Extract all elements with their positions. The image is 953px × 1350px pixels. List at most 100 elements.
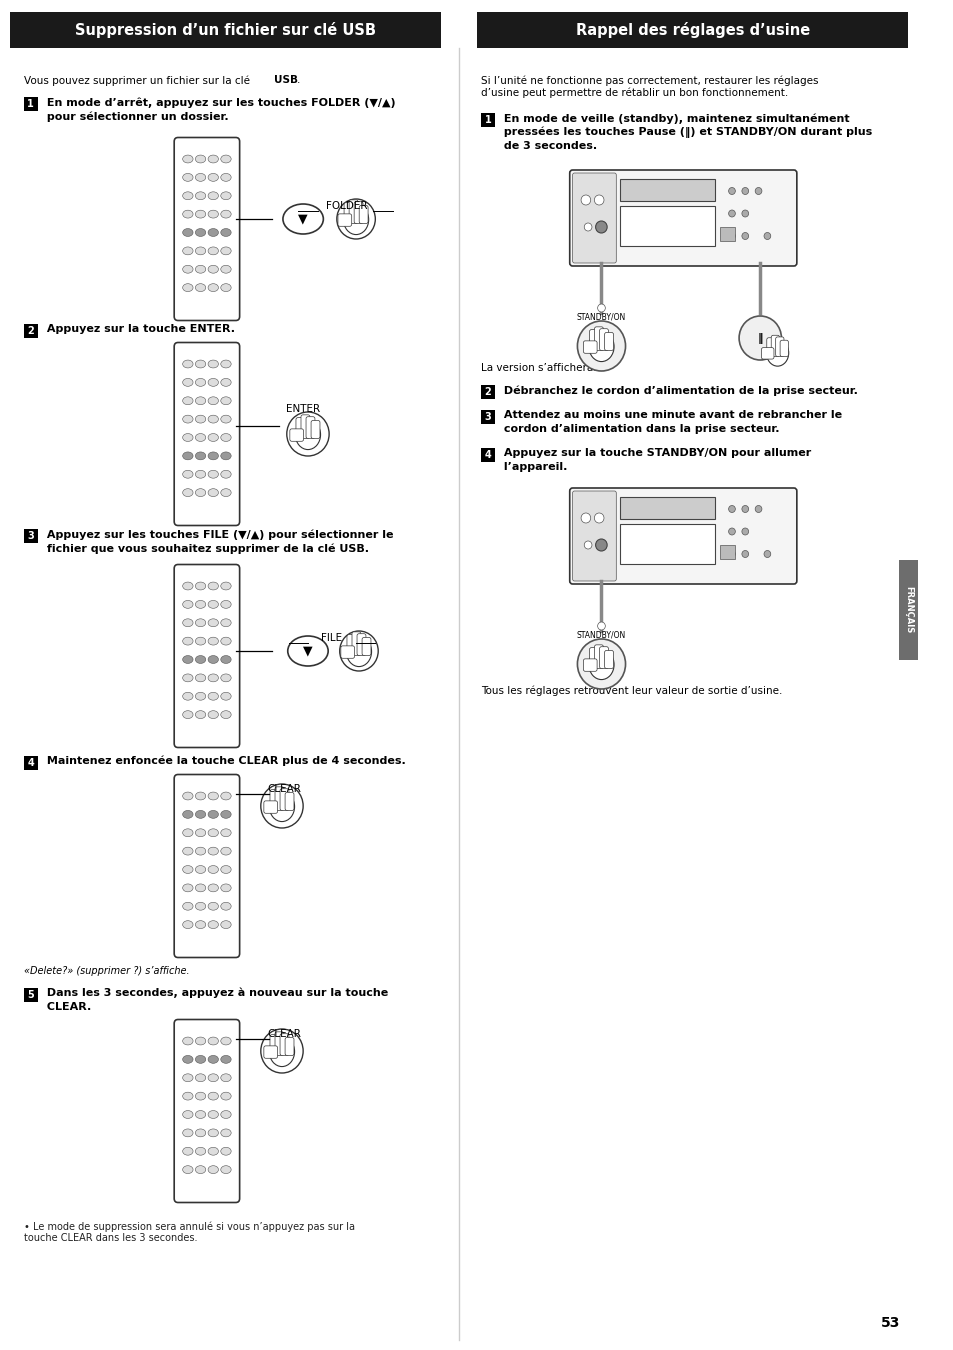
Circle shape: [583, 541, 591, 549]
Ellipse shape: [195, 710, 206, 718]
Ellipse shape: [195, 1148, 206, 1156]
Ellipse shape: [220, 1037, 231, 1045]
FancyBboxPatch shape: [264, 1046, 277, 1058]
Circle shape: [741, 232, 748, 239]
Text: 4: 4: [484, 450, 491, 460]
FancyBboxPatch shape: [760, 348, 773, 359]
Ellipse shape: [195, 1165, 206, 1173]
Text: 3: 3: [28, 531, 34, 541]
Ellipse shape: [182, 637, 193, 645]
Ellipse shape: [195, 452, 206, 460]
Ellipse shape: [182, 921, 193, 929]
FancyBboxPatch shape: [589, 648, 598, 667]
Ellipse shape: [220, 848, 231, 855]
Text: 1: 1: [484, 115, 491, 126]
Ellipse shape: [195, 489, 206, 497]
Ellipse shape: [182, 674, 193, 682]
Bar: [480, 385, 495, 400]
Ellipse shape: [182, 360, 193, 369]
Ellipse shape: [588, 332, 614, 362]
Text: CLEAR: CLEAR: [267, 784, 300, 794]
Ellipse shape: [220, 693, 231, 701]
Ellipse shape: [182, 710, 193, 718]
Ellipse shape: [182, 1092, 193, 1100]
Ellipse shape: [269, 1037, 294, 1066]
Ellipse shape: [182, 618, 193, 626]
FancyBboxPatch shape: [174, 564, 239, 748]
Ellipse shape: [208, 266, 218, 273]
Text: 2: 2: [28, 325, 34, 336]
Ellipse shape: [208, 284, 218, 292]
Ellipse shape: [195, 1111, 206, 1118]
Text: FOLDER: FOLDER: [325, 201, 367, 211]
Ellipse shape: [195, 1056, 206, 1064]
Ellipse shape: [208, 902, 218, 910]
Ellipse shape: [220, 266, 231, 273]
Ellipse shape: [220, 792, 231, 801]
Ellipse shape: [220, 1056, 231, 1064]
Ellipse shape: [220, 601, 231, 609]
Ellipse shape: [195, 618, 206, 626]
Ellipse shape: [208, 637, 218, 645]
Ellipse shape: [220, 397, 231, 405]
FancyBboxPatch shape: [285, 1037, 294, 1056]
Ellipse shape: [208, 656, 218, 663]
FancyBboxPatch shape: [594, 327, 603, 351]
Text: Appuyez sur les touches FILE (▼/▲) pour sélectionner le: Appuyez sur les touches FILE (▼/▲) pour …: [43, 529, 394, 540]
Ellipse shape: [208, 247, 218, 255]
Ellipse shape: [182, 266, 193, 273]
Bar: [24, 988, 37, 1002]
Circle shape: [260, 784, 303, 828]
Circle shape: [594, 513, 603, 522]
Text: Appuyez sur la touche ENTER.: Appuyez sur la touche ENTER.: [43, 324, 235, 333]
Text: Tous les réglages retrouvent leur valeur de sortie d’usine.: Tous les réglages retrouvent leur valeur…: [480, 686, 781, 697]
Ellipse shape: [220, 902, 231, 910]
Ellipse shape: [208, 921, 218, 929]
Text: pour sélectionner un dossier.: pour sélectionner un dossier.: [43, 111, 229, 122]
Circle shape: [595, 221, 606, 234]
Ellipse shape: [182, 792, 193, 801]
Ellipse shape: [195, 637, 206, 645]
Ellipse shape: [283, 204, 323, 234]
FancyBboxPatch shape: [270, 1034, 278, 1054]
Ellipse shape: [195, 884, 206, 892]
Text: USB: USB: [274, 76, 298, 85]
Ellipse shape: [195, 921, 206, 929]
Ellipse shape: [195, 173, 206, 181]
Ellipse shape: [346, 637, 371, 667]
Ellipse shape: [208, 397, 218, 405]
Ellipse shape: [220, 155, 231, 163]
Text: ▼: ▼: [298, 212, 308, 225]
FancyBboxPatch shape: [604, 651, 613, 668]
Ellipse shape: [220, 674, 231, 682]
FancyBboxPatch shape: [359, 205, 368, 224]
Circle shape: [580, 513, 590, 522]
FancyBboxPatch shape: [174, 343, 239, 525]
FancyBboxPatch shape: [274, 1031, 284, 1056]
Ellipse shape: [208, 1129, 218, 1137]
FancyBboxPatch shape: [274, 787, 284, 810]
Circle shape: [728, 528, 735, 535]
Text: 2: 2: [484, 387, 491, 397]
Circle shape: [728, 188, 735, 194]
Ellipse shape: [195, 1129, 206, 1137]
FancyBboxPatch shape: [589, 329, 598, 350]
FancyBboxPatch shape: [598, 647, 608, 668]
FancyBboxPatch shape: [572, 491, 616, 580]
Ellipse shape: [295, 420, 320, 450]
Text: 3: 3: [484, 412, 491, 423]
Ellipse shape: [195, 192, 206, 200]
Ellipse shape: [195, 810, 206, 818]
Bar: [24, 529, 37, 543]
Circle shape: [597, 304, 605, 312]
Bar: [24, 756, 37, 770]
Bar: [480, 448, 495, 462]
Ellipse shape: [182, 884, 193, 892]
Circle shape: [597, 622, 605, 630]
Ellipse shape: [182, 848, 193, 855]
Text: ENTER: ENTER: [286, 404, 320, 414]
Ellipse shape: [208, 1037, 218, 1045]
Ellipse shape: [220, 416, 231, 423]
Text: de 3 secondes.: de 3 secondes.: [500, 140, 597, 151]
Ellipse shape: [195, 865, 206, 873]
